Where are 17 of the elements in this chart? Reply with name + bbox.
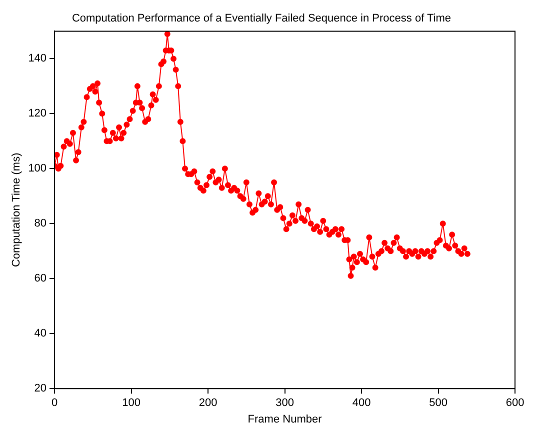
y-tick-label: 60 xyxy=(34,272,47,285)
y-tick-label: 140 xyxy=(28,52,47,65)
y-tick-label: 20 xyxy=(34,382,47,395)
y-tick-label: 100 xyxy=(28,162,47,175)
y-tick-label: 80 xyxy=(34,218,47,230)
x-tick-label: 300 xyxy=(276,397,294,410)
x-tick-label: 400 xyxy=(352,397,371,410)
x-tick-label: 200 xyxy=(198,397,218,410)
chart-title: Computation Performance of a Eventially Failed Sequence in Process of Time xyxy=(72,12,452,25)
y-axis-title: Computation Time (ms) xyxy=(10,152,23,268)
x-axis-title: Frame Number xyxy=(248,413,322,426)
x-tick-label: 500 xyxy=(429,397,448,410)
x-tick-label: 0 xyxy=(51,397,58,410)
y-tick-label: 120 xyxy=(28,108,47,120)
x-tick-label: 100 xyxy=(122,397,140,410)
y-tick-label: 40 xyxy=(34,328,47,340)
x-tick-label: 600 xyxy=(506,397,524,410)
